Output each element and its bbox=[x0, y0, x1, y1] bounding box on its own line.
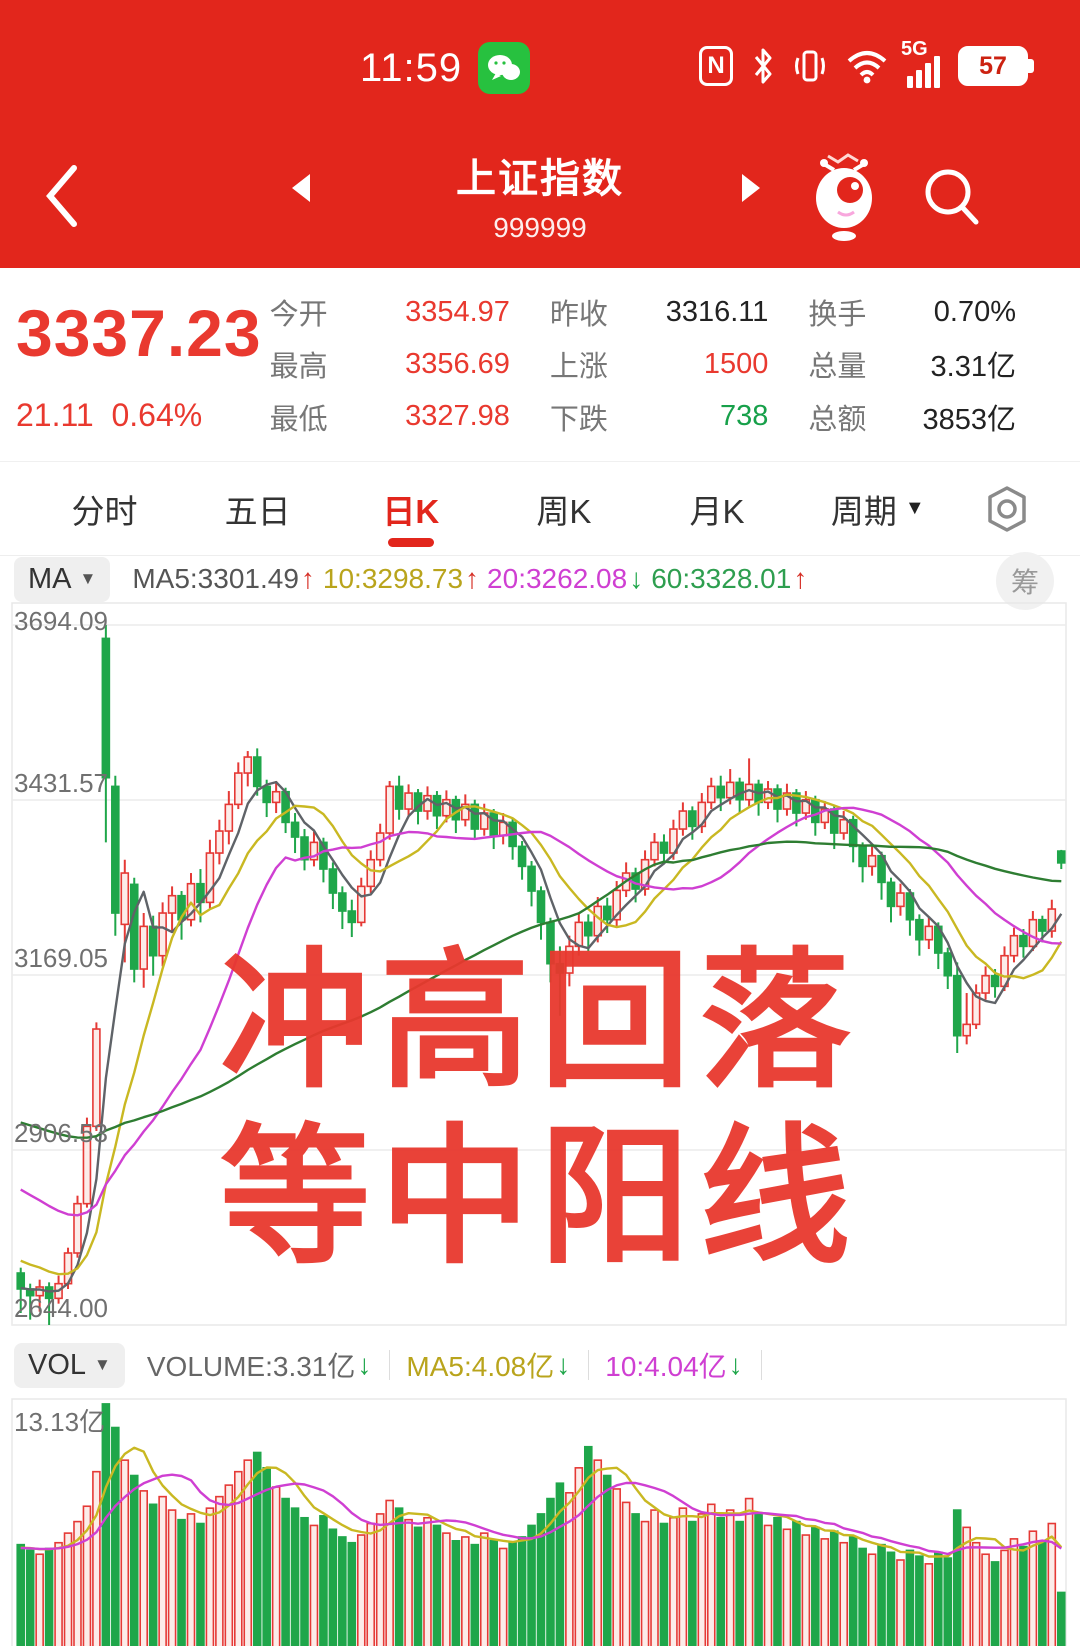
tab-label: 月K bbox=[689, 492, 745, 530]
arrow-up-icon: ↑ bbox=[793, 563, 808, 594]
quote-field-value: 3356.69 bbox=[405, 347, 510, 380]
arrow-down-icon: ↓ bbox=[556, 1349, 571, 1380]
indicator-value: 10:4.04亿 ↓ bbox=[605, 1349, 743, 1382]
quote-grid: 今开 3354.97 昨收 3316.11 换手 0.70% 最高 3356.69 上涨 1500… bbox=[262, 268, 1080, 461]
quote-field-label: 昨收 bbox=[549, 299, 608, 332]
clock: 11:59 bbox=[360, 45, 463, 90]
tab-label: 五日 bbox=[224, 492, 291, 530]
watermark-line1: 冲高回落 bbox=[219, 937, 861, 1105]
next-stock-arrow[interactable] bbox=[742, 174, 760, 202]
ma-selector-button[interactable]: MA ▼ bbox=[14, 556, 111, 602]
last-price: 3337.23 bbox=[16, 296, 262, 370]
chips-distribution-button[interactable]: 筹 bbox=[996, 552, 1054, 610]
tab-周K[interactable]: 周K bbox=[487, 462, 640, 555]
quote-field-label: 最高 bbox=[269, 351, 328, 384]
candlestick-chart[interactable]: 3694.09 3431.57 3169.05 2906.53 2644.00 bbox=[0, 602, 1080, 1332]
tab-label: 周K bbox=[536, 492, 592, 530]
quote-panel: 3337.23 21.11 0.64% 今开 3354.97 昨收 3316.11 换手… bbox=[0, 268, 1080, 462]
divider bbox=[760, 1350, 762, 1380]
quote-field-value: 3853亿 bbox=[922, 403, 1016, 436]
chart-settings-button[interactable] bbox=[962, 483, 1052, 535]
quote-field-value: 3316.11 bbox=[665, 295, 769, 328]
wifi-icon bbox=[845, 47, 889, 85]
quote-field-value: 3327.98 bbox=[405, 400, 510, 433]
quote-field-label: 最低 bbox=[269, 403, 328, 436]
quote-field: 总量 3.31亿 bbox=[808, 338, 1016, 390]
quote-field: 最高 3356.69 bbox=[270, 338, 510, 390]
quote-field: 总额 3853亿 bbox=[808, 391, 1016, 443]
arrow-up-icon: ↑ bbox=[300, 563, 315, 594]
app-header: 上证指数 999999 bbox=[0, 132, 1080, 268]
search-icon[interactable] bbox=[916, 158, 988, 238]
price-axis-label: 3431.57 bbox=[14, 768, 108, 798]
ma-indicator-row: MA ▼ MA5:3301.49 ↑ 10:3298.73 ↑ 20:3262.08 ↓ 60… bbox=[0, 552, 1080, 610]
arrow-down-icon: ↓ bbox=[629, 563, 644, 594]
period-dropdown[interactable]: 周期 ▼ bbox=[830, 492, 925, 530]
indicator-value: MA5:4.08亿 ↓ bbox=[406, 1349, 571, 1382]
wechat-icon bbox=[478, 42, 531, 94]
stock-code: 999999 bbox=[493, 212, 587, 243]
watermark-line2: 等中阳线 bbox=[219, 1113, 861, 1281]
tab-五日[interactable]: 五日 bbox=[181, 462, 334, 555]
price-axis-label: 3694.09 bbox=[14, 606, 108, 636]
indicator-value: 20:3262.08 ↓ bbox=[487, 563, 644, 594]
indicator-value: VOLUME:3.31亿 ↓ bbox=[146, 1349, 372, 1382]
indicator-value: MA5:3301.49 ↑ bbox=[132, 563, 315, 594]
volume-indicator-row: VOL ▼ VOLUME:3.31亿 ↓ MA5:4.08亿 ↓ 10:4.04亿 ↓ bbox=[0, 1332, 1080, 1398]
prev-stock-arrow[interactable] bbox=[292, 174, 310, 202]
chevron-down-icon: ▼ bbox=[79, 569, 97, 588]
quote-field-value: 1500 bbox=[703, 347, 769, 380]
chart-tab-bar: 分时 五日 日K 周K 月K 周期 ▼ bbox=[0, 462, 1080, 556]
quote-field-value: 738 bbox=[720, 400, 769, 433]
arrow-up-icon: ↑ bbox=[465, 563, 480, 594]
divider bbox=[389, 1350, 391, 1380]
indicator-value: 60:3328.01 ↑ bbox=[651, 563, 808, 594]
tab-分时[interactable]: 分时 bbox=[28, 462, 181, 555]
tab-label: 日K bbox=[382, 492, 440, 530]
divider bbox=[588, 1350, 590, 1380]
quote-field-label: 总额 bbox=[808, 403, 867, 436]
volume-chart[interactable]: 13.13亿 bbox=[0, 1398, 1080, 1646]
back-button[interactable] bbox=[34, 158, 90, 234]
nfc-icon: N bbox=[699, 46, 733, 86]
quote-field: 昨收 3316.11 bbox=[550, 286, 769, 338]
mascot-icon[interactable] bbox=[808, 150, 880, 246]
arrow-down-icon: ↓ bbox=[728, 1349, 743, 1380]
quote-field-value: 3.31亿 bbox=[930, 351, 1016, 384]
quote-field-label: 下跌 bbox=[549, 403, 608, 436]
price-axis-label: 2644.00 bbox=[14, 1293, 108, 1323]
quote-field: 换手 0.70% bbox=[808, 286, 1016, 338]
battery-icon: 57 bbox=[958, 46, 1034, 86]
indicator-value: 10:3298.73 ↑ bbox=[322, 563, 480, 594]
quote-field: 今开 3354.97 bbox=[270, 286, 510, 338]
price-axis-label: 3169.05 bbox=[14, 943, 108, 973]
arrow-down-icon: ↓ bbox=[357, 1349, 372, 1380]
bluetooth-icon bbox=[751, 46, 775, 86]
price-change: 21.11 0.64% bbox=[16, 397, 203, 433]
quote-field-label: 总量 bbox=[808, 351, 867, 384]
signal-5g-icon: 5G bbox=[901, 38, 940, 88]
status-bar: 11:59 N 5G 57 bbox=[0, 0, 1080, 132]
quote-field: 最低 3327.98 bbox=[270, 391, 510, 443]
vol-selector-button[interactable]: VOL ▼ bbox=[14, 1342, 125, 1388]
quote-field-label: 上涨 bbox=[549, 351, 608, 384]
quote-field-value: 0.70% bbox=[933, 295, 1016, 328]
quote-field-label: 换手 bbox=[808, 299, 867, 332]
tab-月K[interactable]: 月K bbox=[640, 462, 793, 555]
vibrate-icon bbox=[793, 46, 827, 86]
quote-field: 上涨 1500 bbox=[550, 338, 769, 390]
chevron-down-icon: ▼ bbox=[904, 497, 925, 519]
price-axis-label: 2906.53 bbox=[14, 1118, 108, 1148]
gear-icon bbox=[988, 485, 1026, 532]
tab-日K[interactable]: 日K bbox=[334, 462, 487, 555]
chevron-down-icon: ▼ bbox=[94, 1355, 111, 1374]
quote-field-label: 今开 bbox=[269, 299, 328, 332]
volume-max-label: 13.13亿 bbox=[14, 1407, 106, 1437]
quote-field-value: 3354.97 bbox=[405, 295, 510, 328]
page-title: 上证指数 bbox=[456, 157, 624, 201]
active-tab-underline bbox=[387, 538, 434, 547]
tab-label: 分时 bbox=[71, 492, 138, 530]
quote-field: 下跌 738 bbox=[550, 391, 769, 443]
